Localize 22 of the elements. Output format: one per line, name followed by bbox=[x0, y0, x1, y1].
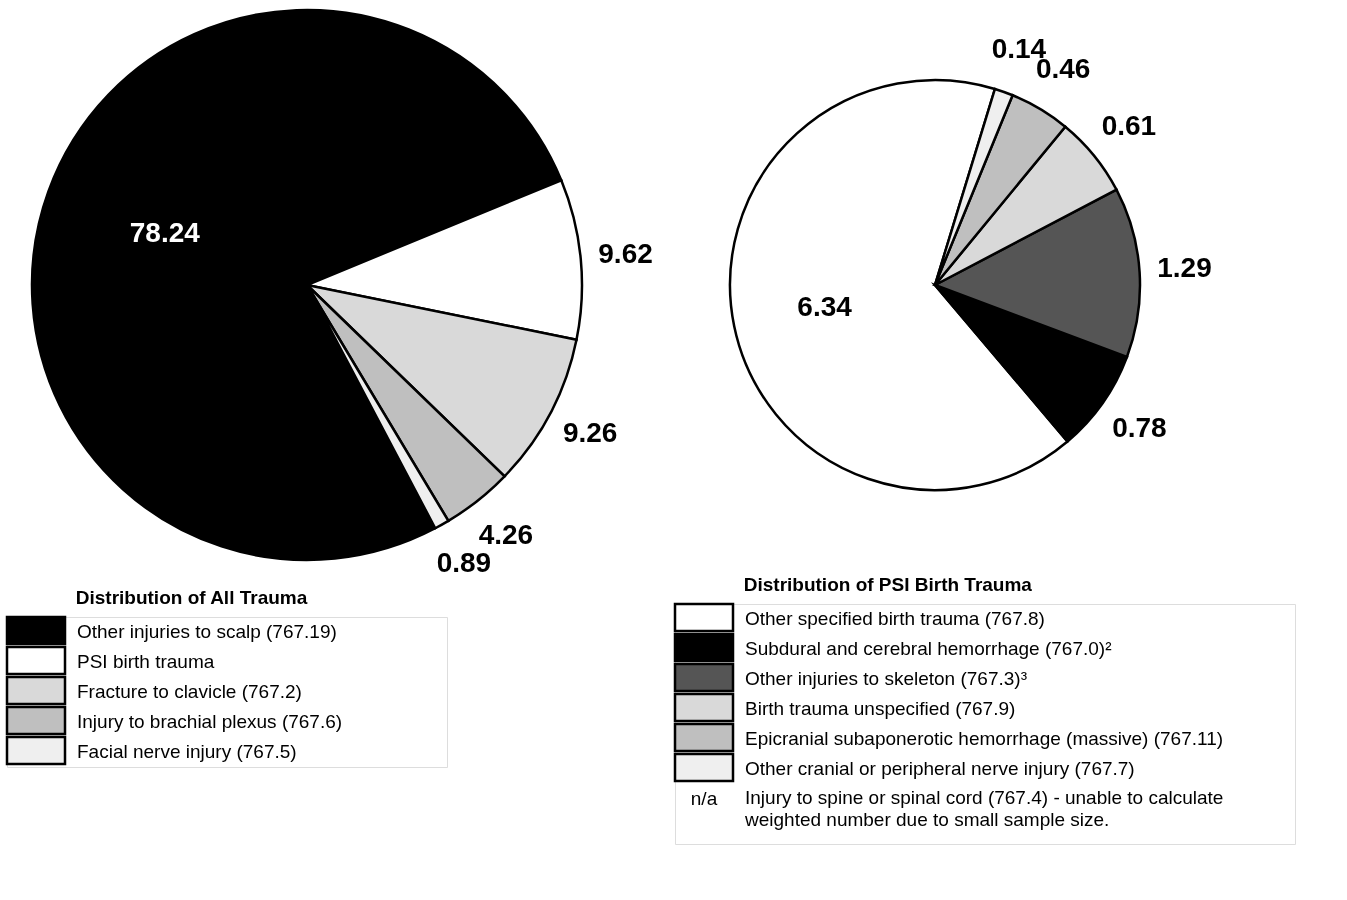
data-label: 6.34 bbox=[797, 290, 853, 322]
legend-label: Other injuries to scalp (767.19) bbox=[77, 621, 337, 642]
data-label: 9.62 bbox=[598, 237, 653, 269]
data-label: 0.61 bbox=[1101, 110, 1157, 142]
data-label: 78.24 bbox=[129, 216, 201, 248]
data-label: 0.78 bbox=[1112, 411, 1167, 443]
legend-label: Injury to brachial plexus (767.6) bbox=[77, 711, 343, 732]
legend-label: Epicranial subaponerotic hemorrhage (massive) (767.11) bbox=[745, 728, 1224, 749]
legend-title: Distribution of All Trauma bbox=[75, 586, 308, 608]
legend-label: Other specified birth trauma (767.8) bbox=[745, 608, 1045, 629]
legend-label: Birth trauma unspecified (767.9) bbox=[745, 698, 1016, 719]
text: n/a bbox=[690, 788, 718, 809]
legend-label: Fracture to clavicle (767.2) bbox=[77, 681, 302, 702]
data-label: 1.29 bbox=[1157, 252, 1212, 284]
legend-label: Other cranial or peripheral nerve injury (767.7) bbox=[745, 758, 1135, 779]
legend-label: Facial nerve injury (767.5) bbox=[77, 741, 297, 762]
text: Injury to spine or spinal cord (767.4) - unable to calculate weighted number due to small sample size. bbox=[744, 786, 1224, 830]
data-label: 9.26 bbox=[562, 417, 618, 449]
legend-label: Other injuries to skeleton (767.3)³ bbox=[745, 668, 1027, 689]
legend-title: Distribution of PSI Birth Trauma bbox=[743, 573, 1033, 595]
legend-label: Subdural and cerebral hemorrhage (767.0)² bbox=[745, 638, 1112, 659]
legend-label: PSI birth trauma bbox=[77, 651, 215, 672]
